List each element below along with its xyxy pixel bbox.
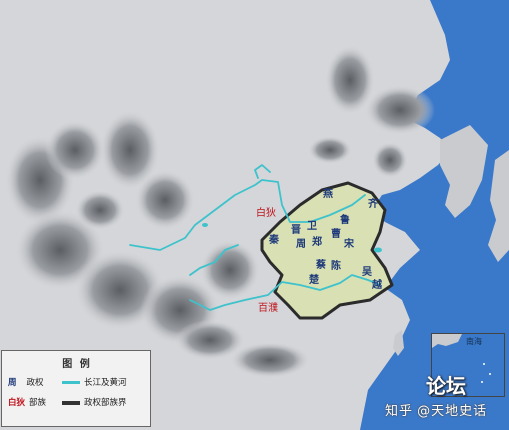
legend-text-border: 政权部族界	[84, 398, 127, 408]
watermark-brand: 知乎	[385, 404, 414, 419]
state-label-lu: 鲁	[340, 215, 350, 226]
state-label-zhou: 周	[296, 239, 306, 250]
taiwan-island	[393, 330, 404, 356]
state-label-jin: 晋	[291, 225, 301, 236]
legend-text-polity: 政权	[26, 378, 44, 388]
yellow-river	[129, 179, 366, 251]
legend-text-river: 长江及黄河	[84, 378, 127, 388]
inset-map	[432, 334, 491, 383]
legend-key-polity: 周	[8, 378, 17, 388]
forum-logo: 论坛	[426, 374, 466, 398]
zhihu-watermark: 知乎 @天地史话	[385, 400, 487, 419]
legend-river-swatch	[62, 381, 80, 384]
rivers	[129, 164, 381, 311]
river-tributary-north	[254, 164, 271, 179]
tribe-label-baidi: 白狄	[256, 208, 276, 219]
state-label-cai: 蔡	[316, 260, 326, 271]
legend-item-tribe: 白狄 部族	[8, 396, 46, 408]
state-label-qin: 秦	[269, 235, 279, 246]
legend-item-river: 长江及黄河	[62, 376, 127, 388]
japan-islands	[488, 150, 509, 262]
legend-key-tribe: 白狄	[8, 398, 26, 408]
inset-label-nanhai: 南海	[466, 337, 482, 346]
state-label-wei: 卫	[307, 221, 317, 232]
yangtze-river	[189, 274, 381, 311]
state-label-wu: 吴	[362, 267, 372, 278]
state-label-yan: 燕	[323, 189, 333, 200]
korea-peninsula	[440, 125, 488, 218]
watermark-author: @天地史话	[417, 404, 488, 419]
legend-item-polity: 周政权	[8, 376, 44, 388]
tribe-label-baipu: 百濮	[258, 303, 278, 314]
state-label-cao: 曹	[331, 229, 341, 240]
south-china-sea-inset: 南海	[431, 333, 505, 397]
state-label-qi: 齐	[368, 199, 378, 210]
river-tributary-west	[189, 244, 239, 276]
state-label-chu: 楚	[309, 275, 319, 286]
legend-title: 图 例	[62, 359, 92, 370]
sea-area	[360, 0, 509, 430]
legend-item-border: 政权部族界	[62, 396, 127, 408]
state-label-song: 宋	[344, 239, 354, 250]
state-label-chen: 陈	[331, 261, 341, 272]
map-legend: 图 例 周政权 白狄 部族 长江及黄河 政权部族界	[1, 350, 151, 427]
state-label-yue: 越	[372, 280, 382, 291]
taihu-lake	[374, 247, 382, 253]
mountain-ranges	[5, 45, 435, 378]
state-label-zheng: 郑	[312, 237, 322, 248]
legend-border-swatch	[62, 400, 80, 405]
lake	[202, 223, 208, 227]
legend-text-tribe: 部族	[29, 398, 47, 408]
